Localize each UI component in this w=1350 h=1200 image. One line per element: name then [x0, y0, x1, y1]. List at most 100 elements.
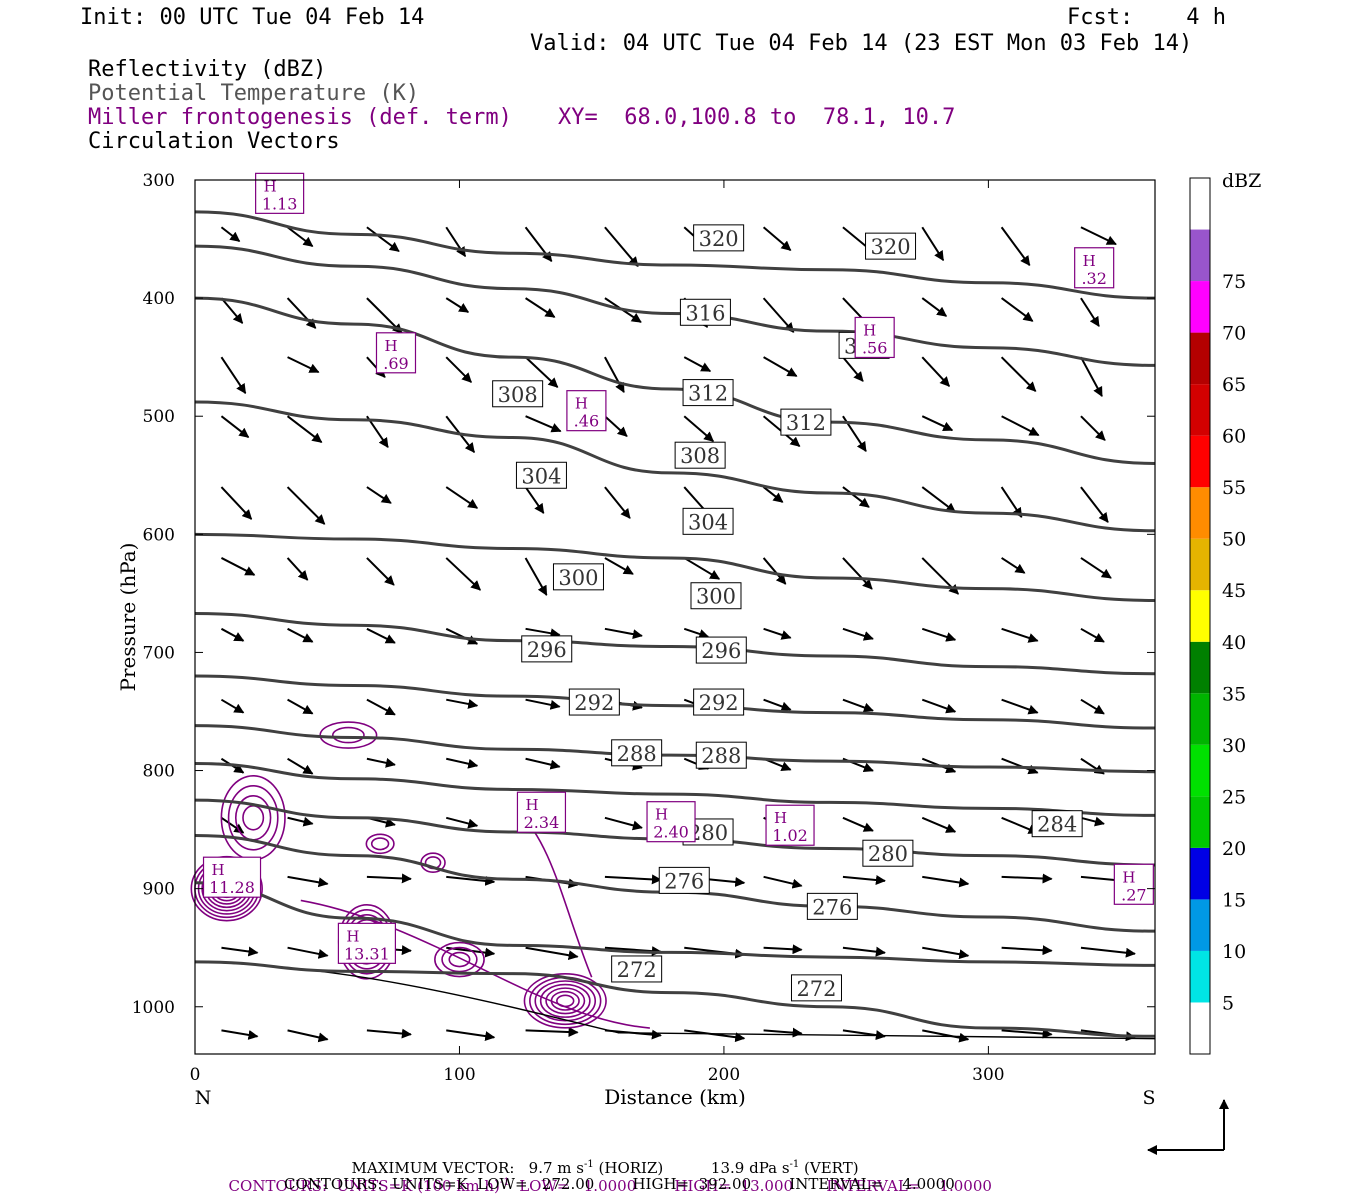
colorbar-segment [1190, 178, 1210, 230]
circulation-vector [287, 875, 329, 888]
circulation-vector [446, 875, 496, 886]
circulation-vector [842, 557, 873, 590]
theta-label-box [806, 892, 858, 920]
circulation-vector [524, 226, 553, 263]
colorbar-segment [1190, 1002, 1210, 1054]
circulation-vector [524, 486, 545, 514]
frontogenesis-max-label: H [575, 395, 588, 413]
frontogenesis-max-value: 2.40 [653, 823, 689, 842]
theta-label-box [862, 839, 914, 867]
circulation-vector [1001, 1028, 1053, 1039]
colorbar-tick-label: 45 [1222, 580, 1246, 602]
frontogenesis-contour [434, 941, 485, 978]
theta-label-box [690, 582, 742, 610]
theta-label-box [568, 688, 620, 716]
theta-label: 320 [693, 224, 745, 252]
circulation-vector [1080, 816, 1105, 827]
valid-time: Valid: 04 UTC Tue 04 Feb 14 (23 EST Mon … [530, 31, 1193, 56]
circulation-vector [366, 557, 395, 586]
theta-label: 300 [690, 582, 742, 610]
frontogenesis-max-label: H [212, 861, 225, 879]
colorbar-tick-label: 5 [1222, 992, 1234, 1014]
frontogenesis-max-marker: H13.31 [337, 922, 397, 964]
colorbar-segment [1190, 744, 1210, 797]
x-tick-label: 100 [443, 1065, 475, 1085]
frontogenesis-max-box [1074, 247, 1115, 289]
frontogenesis-contour [319, 721, 378, 749]
circulation-vector [1001, 627, 1039, 643]
frontogenesis-max-label: H [774, 809, 787, 827]
circulation-vector [366, 698, 396, 716]
circulation-vector [286, 557, 309, 581]
frontogenesis-max-value: 1.02 [772, 826, 808, 845]
theta-label-box [1031, 810, 1083, 838]
circulation-vector [445, 356, 472, 383]
circulation-vector [1080, 356, 1103, 398]
circulation-vector [1080, 297, 1100, 327]
theta-label-text: 312 [688, 382, 728, 406]
circulation-vector [1001, 816, 1039, 834]
theta-label-box [780, 408, 832, 436]
circulation-vector [525, 946, 579, 961]
frontogenesis-max-marker: H2.40 [646, 801, 696, 843]
circulation-vector [220, 557, 256, 576]
y-tick-label: 1000 [132, 998, 175, 1018]
frontogenesis-max-marker: H.56 [854, 316, 895, 359]
circulation-vector [1001, 415, 1040, 437]
theta-label-text: 272 [617, 958, 657, 982]
circulation-vector [762, 557, 787, 585]
colorbar-tick-label: 35 [1222, 683, 1246, 705]
frontogenesis-max-box [854, 316, 895, 359]
circulation-vector [1001, 297, 1034, 322]
theta-line-296 [194, 674, 1156, 730]
y-tick-label: 800 [143, 762, 175, 782]
theta-label: 300 [552, 563, 604, 591]
theta-label: 288 [695, 741, 747, 769]
theta-label: 288 [611, 739, 663, 767]
circulation-vector [762, 297, 795, 333]
theta-label: 308 [492, 380, 544, 408]
theta-label: 284 [1031, 810, 1083, 838]
colorbar-segment [1190, 281, 1210, 333]
theta-label-box [679, 298, 731, 326]
circulation-vector [842, 816, 874, 832]
circulation-vector [921, 698, 957, 714]
colorbar-segment [1190, 847, 1210, 900]
theta-line-288 [194, 761, 1156, 817]
circulation-vector [221, 1029, 259, 1040]
theta-label-text: 296 [527, 638, 567, 662]
field-frontogenesis: Miller frontogenesis (def. term) [88, 105, 512, 130]
field-reflectivity: Reflectivity (dBZ) [88, 57, 327, 82]
circulation-vector [525, 627, 561, 639]
circulation-vector [220, 698, 245, 714]
frontogenesis-max-value: 11.28 [209, 878, 255, 897]
circulation-vector [286, 226, 314, 248]
circulation-vector [445, 297, 470, 313]
frontogenesis-contour [370, 837, 390, 851]
circulation-vector [604, 816, 643, 831]
theta-label: 312 [682, 379, 734, 407]
frontogenesis-contour [523, 973, 607, 1029]
theta-label-box [611, 955, 663, 983]
x-tick-label: 300 [972, 1065, 1004, 1085]
colorbar-segment [1190, 950, 1210, 1003]
frontogenesis-max-value: 1.13 [262, 194, 298, 213]
theta-label-box [682, 379, 734, 407]
circulation-vector [1080, 627, 1105, 643]
theta-label: 296 [695, 636, 747, 664]
theta-label-text: 300 [558, 566, 598, 590]
circulation-vector [1080, 486, 1109, 523]
theta-label-text: 276 [812, 895, 852, 919]
theta-contours [194, 210, 1156, 1038]
frontogenesis-contour [534, 980, 597, 1022]
cross-section-endpoints: XY= 68.0,100.8 to 78.1, 10.7 [558, 105, 956, 130]
frontogenesis-max-marker: H1.13 [255, 172, 305, 214]
circulation-vector [921, 356, 951, 387]
circulation-vector [287, 356, 320, 374]
circulation-vector [220, 415, 250, 439]
circulation-vector [366, 627, 396, 644]
circulation-vector [287, 946, 329, 959]
theta-label-box [611, 739, 663, 767]
circulation-vector [1080, 698, 1105, 715]
theta-label-text: 280 [868, 842, 908, 866]
